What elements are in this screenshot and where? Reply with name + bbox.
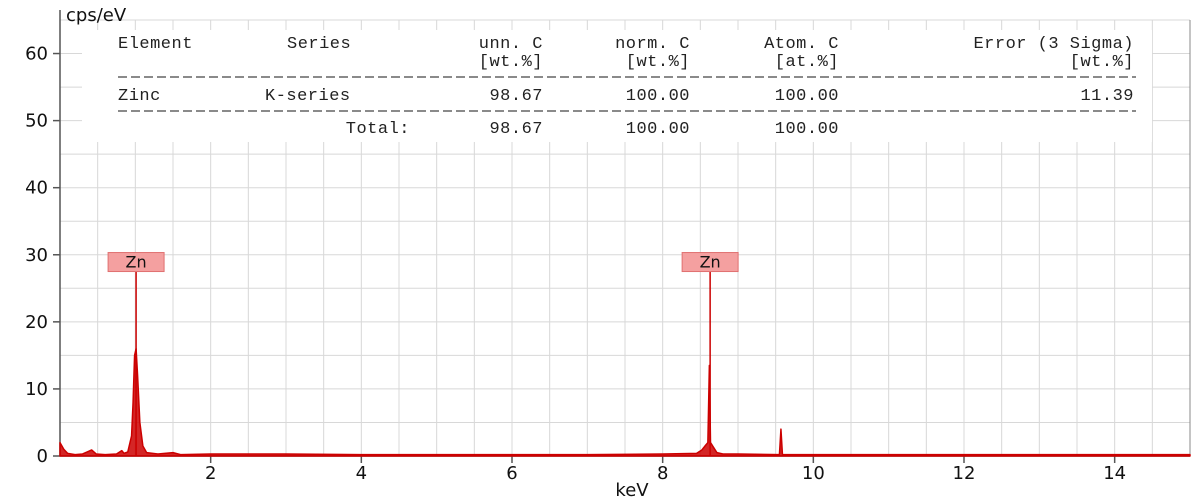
total-atom-c: 100.00	[775, 120, 839, 139]
x-tick-label: 2	[205, 463, 216, 484]
th-atom-c: Atom. C	[764, 35, 839, 54]
peak-marker-box	[107, 252, 165, 273]
peak-marker-box	[681, 252, 739, 273]
x-axis-title: keV	[615, 480, 649, 499]
peak-marker-label: Zn	[700, 253, 721, 272]
th-series: Series	[287, 35, 351, 54]
peak-markers: Zn Zn	[107, 252, 739, 456]
x-tick-label: 14	[1103, 463, 1126, 484]
y-tick-label: 60	[25, 44, 48, 65]
y-tick-label: 40	[25, 178, 48, 199]
y-tick-label: 20	[25, 312, 48, 333]
table-background	[82, 30, 1152, 142]
x-tick-label: 10	[802, 463, 825, 484]
total-norm-c: 100.00	[626, 120, 690, 139]
th-unit-norm: [wt.%]	[626, 53, 690, 72]
quantification-table: Element Series unn. C norm. C Atom. C Er…	[82, 30, 1152, 142]
td-series: K-series	[265, 87, 351, 106]
y-tick-label: 10	[25, 379, 48, 400]
y-axis-title: cps/eV	[66, 5, 127, 26]
th-unit-unn: [wt.%]	[479, 53, 543, 72]
td-unn-c: 98.67	[489, 87, 543, 106]
x-tick-label: 4	[356, 463, 367, 484]
tick-labels: 0 10 20 30 40 50 60 2 4 6 8 10 12 14	[25, 44, 1126, 484]
th-unit-error: [wt.%]	[1070, 53, 1134, 72]
th-error: Error (3 Sigma)	[973, 35, 1134, 54]
total-unn-c: 98.67	[489, 120, 543, 139]
x-tick-label: 6	[506, 463, 517, 484]
th-unit-atom: [at.%]	[775, 53, 839, 72]
th-norm-c: norm. C	[615, 35, 690, 54]
th-unn-c: unn. C	[479, 35, 543, 54]
y-tick-label: 50	[25, 111, 48, 132]
y-tick-label: 0	[37, 446, 48, 467]
td-error: 11.39	[1080, 87, 1134, 106]
td-norm-c: 100.00	[626, 87, 690, 106]
td-element: Zinc	[118, 87, 161, 106]
x-tick-label: 8	[657, 463, 668, 484]
peak-marker-label: Zn	[126, 253, 147, 272]
td-atom-c: 100.00	[775, 87, 839, 106]
x-tick-label: 12	[953, 463, 976, 484]
y-tick-label: 30	[25, 245, 48, 266]
spectrum-layer	[59, 347, 1191, 457]
total-label: Total:	[346, 120, 410, 139]
spectrum-series	[59, 347, 1191, 457]
th-element: Element	[118, 35, 193, 54]
